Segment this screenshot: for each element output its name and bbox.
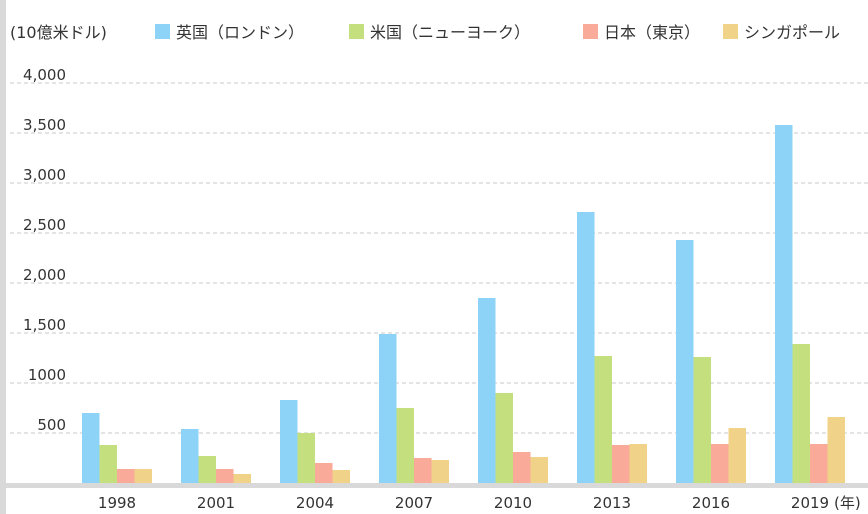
y-tick-label: 4,000 bbox=[23, 66, 66, 84]
bar bbox=[216, 469, 234, 483]
y-axis-labels: 500 1000 1,500 2,000 2,500 3,000 3,500 4,000 bbox=[23, 66, 66, 434]
bar bbox=[332, 470, 350, 483]
bar bbox=[792, 344, 810, 483]
y-tick-label: 2,500 bbox=[23, 216, 66, 234]
y-tick-label: 3,500 bbox=[23, 116, 66, 134]
y-tick-label: 1,500 bbox=[23, 316, 66, 334]
bar bbox=[827, 417, 845, 483]
legend-swatch bbox=[583, 24, 598, 39]
y-tick-label: 1000 bbox=[28, 366, 66, 384]
bar bbox=[810, 444, 828, 483]
y-tick-label: 500 bbox=[37, 416, 66, 434]
x-axis-line bbox=[0, 483, 868, 488]
bar bbox=[198, 456, 216, 483]
x-tick-label: 2010 bbox=[494, 494, 532, 512]
x-tick-label: 2007 bbox=[395, 494, 433, 512]
x-tick-label: 1998 bbox=[98, 494, 136, 512]
bar bbox=[612, 445, 630, 483]
legend-swatch bbox=[723, 24, 738, 39]
bar bbox=[99, 445, 117, 483]
bar bbox=[594, 356, 612, 483]
bar bbox=[775, 125, 793, 483]
y-tick-label: 2,000 bbox=[23, 266, 66, 284]
legend-label: 米国（ニューヨーク） bbox=[370, 23, 530, 42]
bar bbox=[478, 298, 496, 483]
x-unit-label: (年) bbox=[834, 494, 861, 512]
bar bbox=[530, 457, 548, 483]
bar bbox=[134, 469, 152, 483]
bar bbox=[513, 452, 531, 483]
x-tick-label: 2019 bbox=[791, 494, 829, 512]
x-axis-labels: 1998 2001 2004 2007 2010 2013 2016 2019 (年) bbox=[98, 494, 861, 512]
bar bbox=[379, 334, 397, 483]
legend-label: シンガポール bbox=[744, 23, 840, 42]
bar bbox=[629, 444, 647, 483]
bar bbox=[181, 429, 199, 483]
bar bbox=[82, 413, 100, 483]
bars bbox=[82, 125, 845, 483]
bar bbox=[315, 463, 333, 483]
legend: 英国（ロンドン） 米国（ニューヨーク） 日本（東京） シンガポール bbox=[155, 23, 840, 42]
gridlines bbox=[10, 82, 868, 434]
bar bbox=[414, 458, 432, 483]
left-border bbox=[0, 0, 6, 514]
bar bbox=[431, 460, 449, 483]
bar bbox=[396, 408, 414, 483]
bar bbox=[117, 469, 135, 483]
bar bbox=[495, 393, 513, 483]
x-tick-label: 2004 bbox=[296, 494, 334, 512]
legend-swatch bbox=[349, 24, 364, 39]
y-unit-label: (10億米ドル) bbox=[10, 23, 107, 42]
y-tick-label: 3,000 bbox=[23, 166, 66, 184]
bar bbox=[233, 474, 251, 483]
bar bbox=[297, 433, 315, 483]
legend-swatch bbox=[155, 24, 170, 39]
bar bbox=[676, 240, 694, 483]
bar bbox=[711, 444, 729, 483]
bar bbox=[280, 400, 298, 483]
bar bbox=[577, 212, 595, 483]
legend-label: 日本（東京） bbox=[604, 23, 700, 42]
bar bbox=[728, 428, 746, 483]
bar bbox=[693, 357, 711, 483]
x-tick-label: 2016 bbox=[692, 494, 730, 512]
x-tick-label: 2001 bbox=[197, 494, 235, 512]
legend-label: 英国（ロンドン） bbox=[176, 23, 304, 42]
x-tick-label: 2013 bbox=[593, 494, 631, 512]
